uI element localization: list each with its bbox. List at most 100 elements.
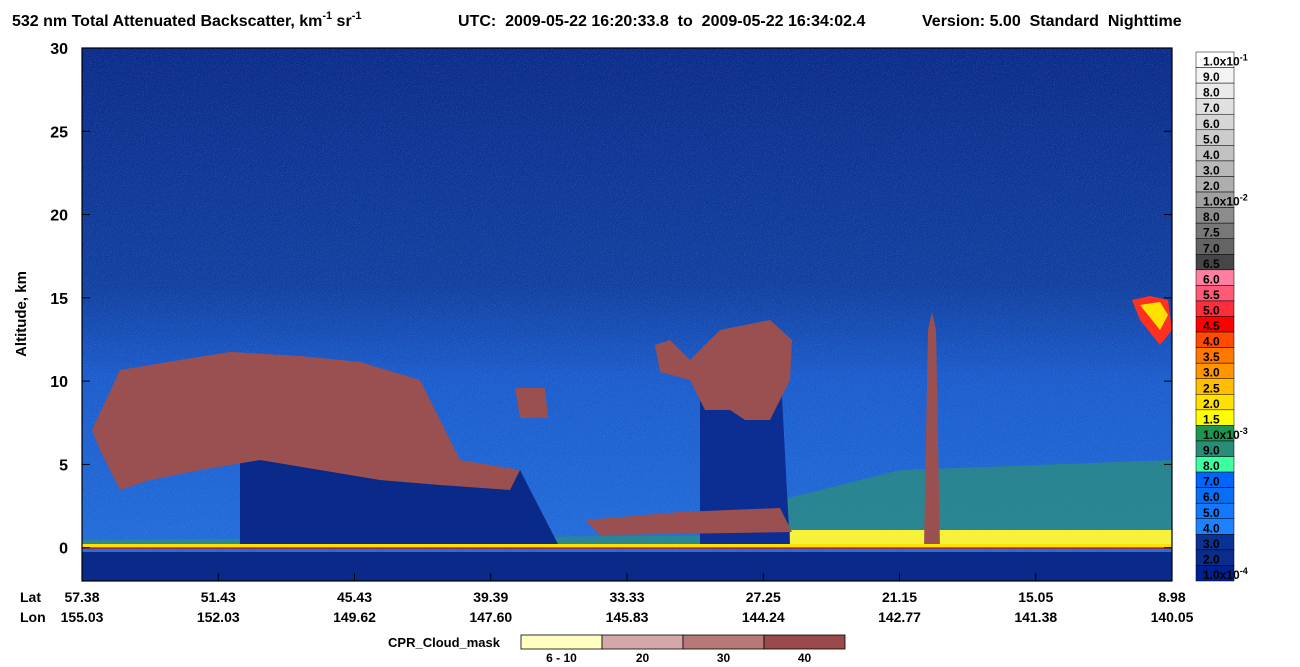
y-tick-label: 10: [50, 374, 68, 391]
colorbar-label: 1.5: [1203, 412, 1220, 426]
colorbar-label-text: 5.0: [1203, 506, 1220, 520]
cloud: [585, 508, 792, 535]
colorbar-label-text: 5.5: [1203, 288, 1220, 302]
colorbar-label: 1.0x10-3: [1203, 426, 1248, 442]
x-tick-label: 51.43: [201, 589, 236, 605]
colorbar-label: 1.0x10-1: [1203, 53, 1248, 69]
colorbar-label-text: 7.0: [1203, 475, 1220, 489]
colorbar-label: 8.0: [1203, 210, 1220, 224]
cloud-mask-title: CPR_Cloud_mask: [388, 635, 501, 650]
title-text: sr: [332, 13, 352, 30]
colorbar-label-text: 7.0: [1203, 101, 1220, 115]
colorbar-label-text: 4.0: [1203, 521, 1220, 535]
colorbar-label-text: 2.0: [1203, 397, 1220, 411]
colorbar-label-text: 2.5: [1203, 381, 1220, 395]
colorbar-label: 9.0: [1203, 70, 1220, 84]
y-tick-label: 30: [50, 41, 68, 58]
x-tick-label: 45.43: [337, 589, 372, 605]
colorbar-label-text: 7.5: [1203, 226, 1220, 240]
x-label-lon: Lon: [20, 609, 46, 625]
colorbar-label: 6.0: [1203, 117, 1220, 131]
title-exp: -1: [352, 10, 362, 22]
colorbar-label-text: 6.0: [1203, 272, 1220, 286]
colorbar-label: 5.5: [1203, 288, 1220, 302]
colorbar-label-text: 8.0: [1203, 86, 1220, 100]
colorbar-label: 8.0: [1203, 86, 1220, 100]
x-tick-label: 21.15: [882, 589, 917, 605]
x-tick-label: 33.33: [609, 589, 644, 605]
colorbar-label: 1.0x10-2: [1203, 193, 1248, 209]
curtain-image: [82, 48, 1172, 581]
cloud-mask-label: 6 - 10: [546, 651, 577, 665]
colorbar-label: 1.0x10-4: [1203, 566, 1248, 582]
colorbar-label-text: 6.0: [1203, 117, 1220, 131]
colorbar-label-text: 1.5: [1203, 412, 1220, 426]
cloud: [655, 320, 792, 420]
colorbar-label: 2.0: [1203, 397, 1220, 411]
colorbar-label: 9.0: [1203, 444, 1220, 458]
version: Version: 5.00 Standard Nighttime: [922, 13, 1182, 30]
surface: [82, 544, 1172, 548]
x-tick-label: 15.05: [1018, 589, 1053, 605]
colorbar-label-text: 3.5: [1203, 350, 1220, 364]
colorbar-label-text: 9.0: [1203, 70, 1220, 84]
dynamic: 0 5 10 15 20 25 30 57.38 155.03 51.43 152.03 45.43 1…: [50, 41, 1248, 665]
y-tick-label: 25: [50, 124, 68, 141]
colorbar-label-text: 1.0x10: [1203, 568, 1240, 582]
colorbar-label-text: 7.0: [1203, 241, 1220, 255]
cloud-mask-label: 30: [717, 651, 731, 665]
colorbar-label: 4.0: [1203, 335, 1220, 349]
cloud-mask-box: [763, 634, 846, 650]
x-tick-label: 145.83: [606, 609, 649, 625]
colorbar-label: 5.0: [1203, 506, 1220, 520]
y-tick-label: 15: [50, 291, 68, 308]
colorbar-label: 8.0: [1203, 459, 1220, 473]
colorbar-label: 4.0: [1203, 148, 1220, 162]
colorbar-label: 2.5: [1203, 381, 1220, 395]
colorbar-label-text: 6.0: [1203, 490, 1220, 504]
aerosol-band: [82, 460, 1172, 548]
x-tick-label: 140.05: [1151, 609, 1194, 625]
colorbar-label: 6.5: [1203, 257, 1220, 271]
cloud-mask-box: [682, 634, 765, 650]
surface-aerosol: [790, 530, 1172, 546]
colorbar-label-exp: -1: [1240, 53, 1248, 63]
x-label-lat: Lat: [20, 589, 41, 605]
colorbar-label-text: 8.0: [1203, 210, 1220, 224]
colorbar-label: 3.0: [1203, 163, 1220, 177]
x-tick-label: 155.03: [61, 609, 104, 625]
colorbar-label: 3.0: [1203, 366, 1220, 380]
colorbar-label-text: 2.0: [1203, 179, 1220, 193]
colorbar-label-exp: -4: [1240, 566, 1248, 576]
colorbar-label: 5.0: [1203, 304, 1220, 318]
colorbar-label: 7.0: [1203, 101, 1220, 115]
colorbar-label-text: 4.0: [1203, 335, 1220, 349]
x-tick-label: 147.60: [469, 609, 512, 625]
x-tick-label: 57.38: [64, 589, 99, 605]
colorbar-label-text: 5.0: [1203, 304, 1220, 318]
colorbar-label-text: 3.0: [1203, 537, 1220, 551]
x-tick-label: 27.25: [746, 589, 781, 605]
colorbar-label: 5.0: [1203, 132, 1220, 146]
colorbar-label-text: 1.0x10: [1203, 55, 1240, 69]
colorbar-label-exp: -2: [1240, 193, 1248, 203]
colorbar-label: 7.0: [1203, 475, 1220, 489]
x-tick-label: 141.38: [1014, 609, 1057, 625]
colorbar-label-text: 4.0: [1203, 148, 1220, 162]
colorbar-label-text: 9.0: [1203, 444, 1220, 458]
colorbar-label: 3.5: [1203, 350, 1220, 364]
cloud: [924, 312, 940, 548]
colorbar-label-text: 3.0: [1203, 366, 1220, 380]
cloud: [92, 352, 520, 490]
utc: UTC: 2009-05-22 16:20:33.8 to 2009-05-22…: [458, 13, 865, 30]
y-tick-label: 20: [50, 208, 68, 225]
cloud-mask-box: [520, 634, 603, 650]
x-tick-label: 152.03: [197, 609, 240, 625]
colorbar-label: 4.0: [1203, 521, 1220, 535]
title: 532 nm Total Attenuated Backscatter, km-…: [12, 10, 361, 30]
cloud: [515, 388, 548, 418]
colorbar-label: 2.0: [1203, 552, 1220, 566]
colorbar-label-text: 4.5: [1203, 319, 1220, 333]
colorbar-label-exp: -3: [1240, 426, 1248, 436]
